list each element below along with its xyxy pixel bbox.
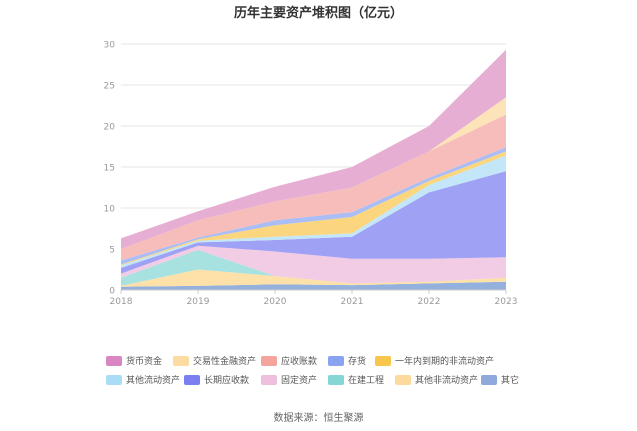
legend-swatch bbox=[481, 374, 497, 385]
y-tick-label: 25 bbox=[104, 82, 115, 92]
legend-label: 存货 bbox=[348, 357, 367, 367]
legend-label: 其他非流动资产 bbox=[415, 376, 479, 386]
x-tick-label: 2022 bbox=[418, 297, 441, 307]
area-series-7[interactable] bbox=[121, 147, 506, 265]
x-tick-label: 2020 bbox=[264, 297, 287, 307]
legend-swatch bbox=[106, 355, 122, 366]
area-series-10[interactable] bbox=[121, 49, 506, 250]
y-tick-label: 15 bbox=[104, 164, 115, 174]
area-series-1[interactable] bbox=[121, 269, 506, 287]
legend-label: 交易性金融资产 bbox=[193, 357, 257, 367]
legend-label: 在建工程 bbox=[348, 376, 385, 386]
legend-label: 应收账款 bbox=[281, 357, 318, 367]
x-tick-label: 2019 bbox=[187, 297, 210, 307]
area-series-8[interactable] bbox=[121, 114, 506, 261]
legend-swatch bbox=[106, 374, 122, 385]
legend-item[interactable]: 应收账款 bbox=[261, 354, 317, 367]
area-series-0[interactable] bbox=[121, 281, 506, 290]
legend-label: 货币资金 bbox=[126, 357, 163, 367]
legend-label: 一年内到期的非流动资产 bbox=[395, 357, 495, 367]
legend-item[interactable]: 固定资产 bbox=[261, 373, 317, 386]
legend-item[interactable]: 一年内到期的非流动资产 bbox=[375, 354, 494, 367]
y-tick-label: 0 bbox=[109, 287, 115, 297]
area-series-4[interactable] bbox=[121, 171, 506, 274]
y-tick-label: 10 bbox=[104, 205, 116, 215]
y-tick-label: 30 bbox=[104, 41, 116, 51]
area-series-2[interactable] bbox=[121, 249, 506, 286]
legend-swatch bbox=[184, 374, 200, 385]
legend-item[interactable]: 其他流动资产 bbox=[106, 373, 180, 386]
legend-swatch bbox=[261, 355, 277, 366]
legend-item[interactable]: 交易性金融资产 bbox=[173, 354, 256, 367]
y-tick-label: 20 bbox=[104, 123, 116, 133]
legend-swatch bbox=[173, 355, 189, 366]
x-tick-label: 2018 bbox=[110, 297, 133, 307]
y-tick-label: 5 bbox=[109, 246, 115, 256]
legend-item[interactable]: 其它 bbox=[481, 373, 519, 386]
legend-item[interactable]: 在建工程 bbox=[328, 373, 384, 386]
area-layer bbox=[121, 49, 506, 290]
area-series-3[interactable] bbox=[121, 245, 506, 284]
legend-label: 长期应收款 bbox=[204, 376, 250, 386]
chart-title: 历年主要资产堆积图（亿元） bbox=[233, 6, 403, 21]
legend-item[interactable]: 存货 bbox=[328, 354, 366, 367]
legend-item[interactable]: 长期应收款 bbox=[184, 373, 249, 386]
legend-item[interactable]: 货币资金 bbox=[106, 354, 162, 367]
legend-swatch bbox=[328, 355, 344, 366]
area-series-5[interactable] bbox=[121, 155, 506, 268]
legend-label: 其他流动资产 bbox=[126, 376, 181, 386]
axis-layer: 0 5 10 15 20 25 30 2018 2019 2020 2021 2022 2023 bbox=[104, 41, 518, 308]
legend-swatch bbox=[375, 355, 391, 366]
data-source: 数据来源：恒生聚源 bbox=[273, 413, 364, 424]
legend-item[interactable]: 其他非流动资产 bbox=[395, 373, 478, 386]
legend-label: 固定资产 bbox=[281, 376, 318, 386]
legend-swatch bbox=[328, 374, 344, 385]
legend-label: 其它 bbox=[501, 376, 520, 386]
area-series-6[interactable] bbox=[121, 151, 506, 266]
legend-swatch bbox=[261, 374, 277, 385]
x-tick-label: 2021 bbox=[341, 297, 364, 307]
legend-swatch bbox=[395, 374, 411, 385]
x-tick-label: 2023 bbox=[495, 297, 518, 307]
